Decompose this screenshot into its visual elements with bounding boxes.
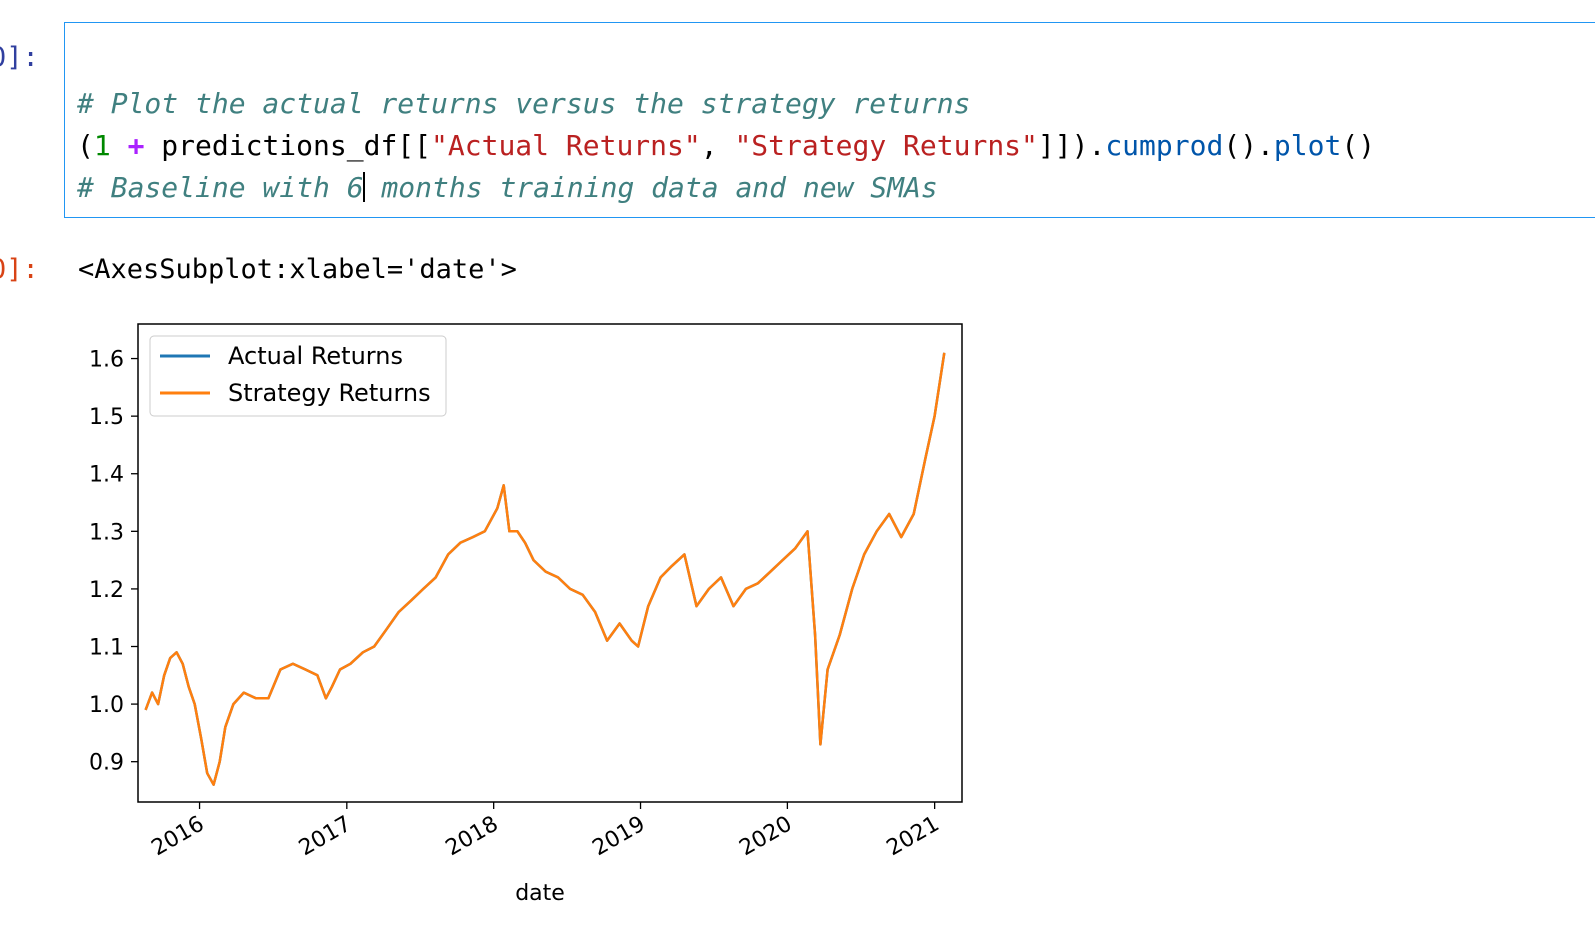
returns-line-chart: 0.91.01.11.21.31.41.51.6 2016 2017 2018 201… bbox=[89, 323, 963, 906]
y-tick-label: 1.0 bbox=[89, 693, 124, 718]
output-repr-text: <AxesSubplot:xlabel='date'> bbox=[78, 254, 517, 285]
code-token: months training data and new SMAs bbox=[364, 171, 938, 204]
legend-label-actual: Actual Returns bbox=[228, 342, 403, 370]
x-tick-label: 2018 bbox=[442, 812, 503, 862]
text-cursor bbox=[362, 172, 365, 202]
y-axis: 0.9 1.0 1.1 1.2 1.3 1.4 1.5 1.6 bbox=[89, 348, 138, 776]
x-tick-label: 2016 bbox=[148, 812, 209, 862]
x-axis-label: date bbox=[515, 881, 565, 906]
code-token: plot bbox=[1273, 129, 1342, 162]
code-token: () bbox=[1341, 129, 1376, 162]
code-token: predictions_df[[ bbox=[144, 129, 432, 162]
code-token: "Strategy Returns" bbox=[734, 129, 1038, 162]
y-tick-label: 1.6 bbox=[89, 348, 124, 373]
code-token: (). bbox=[1223, 129, 1274, 162]
legend-box bbox=[149, 335, 447, 417]
code-token: ( bbox=[77, 129, 94, 162]
y-tick-label: 1.2 bbox=[89, 578, 124, 603]
code-token: # Baseline with 6 bbox=[77, 171, 364, 204]
y-tick-label: 0.9 bbox=[89, 751, 124, 776]
y-tick-label: 1.3 bbox=[89, 520, 124, 545]
code-token: cumprod bbox=[1105, 129, 1224, 162]
series-line-strategy bbox=[144, 352, 946, 786]
code-line-2: (1 + predictions_df[["Actual Returns", "… bbox=[77, 129, 1375, 162]
y-tick-label: 1.1 bbox=[89, 636, 124, 661]
legend-label-strategy: Strategy Returns bbox=[228, 379, 431, 407]
y-tick-label: 1.5 bbox=[89, 405, 124, 430]
x-tick-label: 2021 bbox=[883, 812, 944, 862]
code-text[interactable]: # Plot the actual returns versus the str… bbox=[77, 41, 1375, 251]
series-lines bbox=[144, 352, 946, 786]
x-tick-label: 2020 bbox=[735, 812, 796, 862]
output-prompt: 0]: bbox=[0, 254, 39, 285]
code-cell-editor[interactable]: # Plot the actual returns versus the str… bbox=[64, 22, 1595, 218]
legend: Actual Returns Strategy Returns bbox=[149, 335, 447, 417]
x-tick-label: 2019 bbox=[589, 812, 650, 862]
y-tick-label: 1.4 bbox=[89, 463, 124, 488]
code-comment-line-1: # Plot the actual returns versus the str… bbox=[77, 87, 971, 120]
code-token: + bbox=[127, 129, 145, 162]
x-tick-label: 2017 bbox=[295, 812, 356, 862]
input-prompt: 0]: bbox=[0, 42, 39, 73]
code-token: ]]). bbox=[1037, 129, 1106, 162]
code-token: "Actual Returns" bbox=[431, 129, 701, 162]
code-token: 1 bbox=[93, 129, 111, 162]
x-axis: 2016 2017 2018 2019 2020 2021 bbox=[148, 802, 944, 861]
code-token: , bbox=[700, 129, 735, 162]
code-comment-line-3: # Baseline with 6 months training data a… bbox=[77, 171, 938, 204]
